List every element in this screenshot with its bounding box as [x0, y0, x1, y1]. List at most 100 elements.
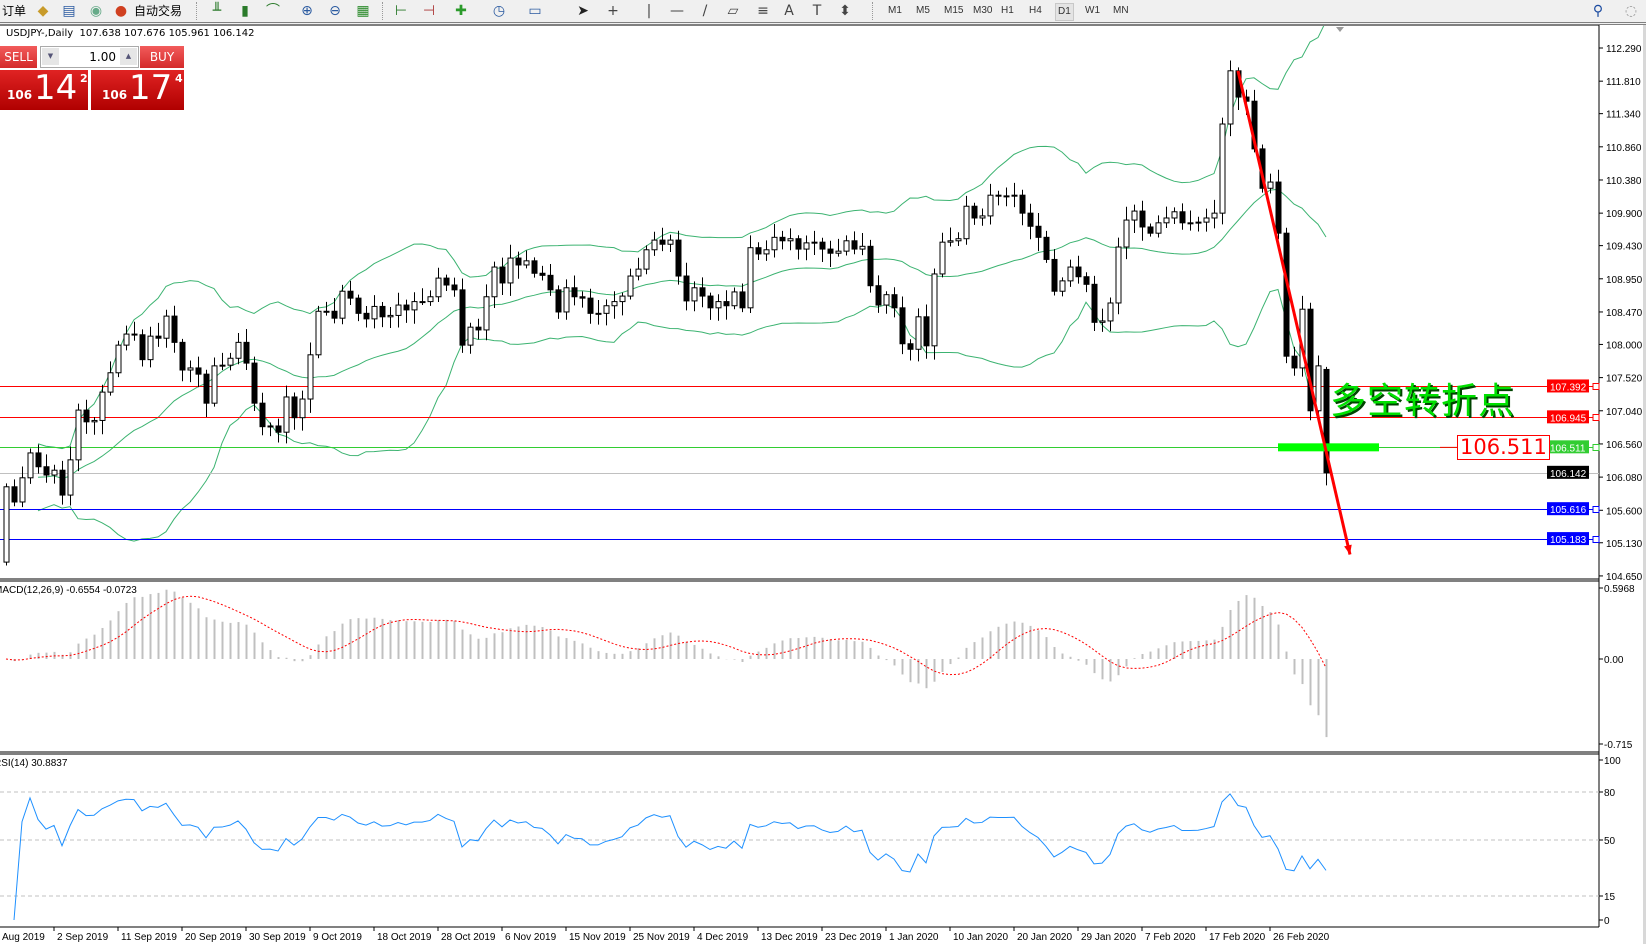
tile-windows-icon[interactable]: ▦: [356, 3, 370, 19]
price-line-label: 106.511: [1550, 443, 1586, 454]
chart-shift-icon[interactable]: ⊣: [422, 3, 436, 19]
candle: [1219, 117, 1226, 225]
line-chart-icon[interactable]: ⌒: [266, 3, 280, 19]
candlestick-icon[interactable]: ▮: [241, 3, 249, 19]
fibonacci-icon[interactable]: ≡: [757, 3, 769, 19]
candle-body-bearish: [355, 297, 362, 314]
candle: [843, 235, 850, 256]
price-tick-label: 105.130: [1606, 539, 1643, 550]
lot-size-stepper[interactable]: ▼ 1.00 ▲: [40, 46, 139, 68]
candle-body-bearish: [515, 257, 522, 266]
search-icon[interactable]: ⚲: [1592, 3, 1604, 19]
vertical-line-icon[interactable]: |: [646, 3, 652, 19]
candle-body-bearish: [707, 295, 714, 309]
text-label-icon[interactable]: T: [812, 3, 822, 19]
macd-tick-label: 0.5968: [1604, 584, 1635, 595]
autoscroll-icon[interactable]: ⊢: [394, 3, 408, 19]
timeframe-m5[interactable]: M5: [916, 5, 930, 16]
decrease-lot-icon[interactable]: ▼: [42, 48, 59, 65]
trendline-icon[interactable]: /: [702, 3, 708, 19]
timeframe-m15[interactable]: M15: [944, 5, 964, 16]
crosshair-icon[interactable]: +: [607, 3, 619, 19]
zoom-out-icon[interactable]: ⊖: [329, 3, 341, 19]
candle-body-bearish: [179, 341, 186, 371]
signal-icon[interactable]: ◉: [89, 3, 103, 19]
text-icon[interactable]: A: [784, 3, 794, 19]
candle-body-bullish: [323, 310, 330, 313]
timeframe-h1[interactable]: H1: [1001, 5, 1014, 16]
candle: [235, 332, 242, 365]
candle: [1131, 204, 1138, 234]
line-anchor-handle: [1592, 383, 1600, 390]
new-indicator-icon[interactable]: ✚: [455, 3, 467, 19]
candle: [979, 208, 986, 226]
candle: [787, 228, 794, 251]
date-tick-label: 20 Sep 2019: [185, 932, 242, 943]
equidistant-channel-icon[interactable]: ▱: [727, 3, 739, 19]
buy-button[interactable]: BUY: [140, 46, 184, 69]
terminal-icon[interactable]: ▤: [62, 3, 76, 19]
lot-size-input[interactable]: 1.00: [89, 50, 116, 64]
autotrade-icon[interactable]: ●: [114, 3, 128, 19]
sell-price-fraction: 2: [80, 72, 88, 85]
cursor-icon[interactable]: ➤: [577, 3, 589, 19]
timeframe-m30[interactable]: M30: [973, 5, 993, 16]
date-tick-label: 29 Jan 2020: [1081, 932, 1136, 943]
order-button[interactable]: 订单: [2, 4, 27, 18]
level-price-label[interactable]: 106.511: [1457, 435, 1550, 460]
candle: [131, 321, 138, 341]
buy-price-button[interactable]: 106 17 4: [91, 68, 184, 110]
zoom-in-icon[interactable]: ⊕: [301, 3, 313, 19]
candle-body-bearish: [675, 239, 682, 277]
annotation-text[interactable]: 多空转折点: [1330, 381, 1516, 422]
history-icon[interactable]: ◆: [37, 3, 49, 19]
candle: [467, 322, 474, 354]
trend-arrow-line: [1236, 70, 1352, 555]
candle: [171, 305, 178, 353]
candle: [1091, 275, 1098, 331]
candle: [59, 460, 66, 505]
candle: [387, 307, 394, 329]
horizontal-line-icon[interactable]: —: [670, 3, 684, 19]
scrollbar[interactable]: [1643, 25, 1646, 944]
chat-icon[interactable]: ◌: [1624, 3, 1638, 19]
timeframe-h4[interactable]: H4: [1029, 5, 1042, 16]
candle: [891, 287, 898, 318]
arrows-icon[interactable]: ⬍: [839, 3, 851, 19]
arrow-head-icon: [1344, 544, 1352, 555]
candle: [99, 384, 106, 435]
candle: [67, 446, 74, 506]
candle-body-bullish: [523, 260, 530, 266]
timeframe-w1[interactable]: W1: [1085, 5, 1100, 16]
candle-body-bullish: [411, 301, 418, 311]
autotrade-button[interactable]: 自动交易: [134, 4, 183, 18]
templates-icon[interactable]: ▭: [528, 3, 542, 19]
candle: [803, 235, 810, 261]
periods-icon[interactable]: ◷: [492, 3, 506, 19]
candle-body-bearish: [139, 334, 146, 361]
sell-price-button[interactable]: 106 14 2: [0, 68, 88, 110]
candle: [1043, 230, 1050, 263]
candle: [755, 242, 762, 260]
candle: [915, 308, 922, 362]
candle: [827, 240, 834, 268]
date-tick-label: 4 Dec 2019: [697, 932, 749, 943]
candle: [715, 294, 722, 321]
candle-body-bearish: [1323, 368, 1330, 474]
chart-header: USDJPY-,Daily 107.638 107.676 105.961 10…: [6, 28, 254, 39]
bar-chart-icon[interactable]: ╨: [212, 3, 222, 19]
timeframe-m1[interactable]: M1: [888, 5, 902, 16]
price-tick-label: 105.600: [1606, 506, 1643, 517]
candle-body-bearish: [155, 335, 162, 339]
candle-body-bullish: [731, 291, 738, 307]
candle: [1139, 200, 1146, 241]
candle-body-bullish: [483, 296, 490, 331]
candle: [531, 257, 538, 278]
timeframe-d1[interactable]: D1: [1055, 3, 1074, 21]
candle: [571, 275, 578, 306]
increase-lot-icon[interactable]: ▲: [120, 48, 137, 65]
timeframe-mn[interactable]: MN: [1113, 5, 1129, 16]
candle-body-bearish: [1275, 181, 1282, 234]
sell-button[interactable]: SELL: [0, 46, 37, 69]
